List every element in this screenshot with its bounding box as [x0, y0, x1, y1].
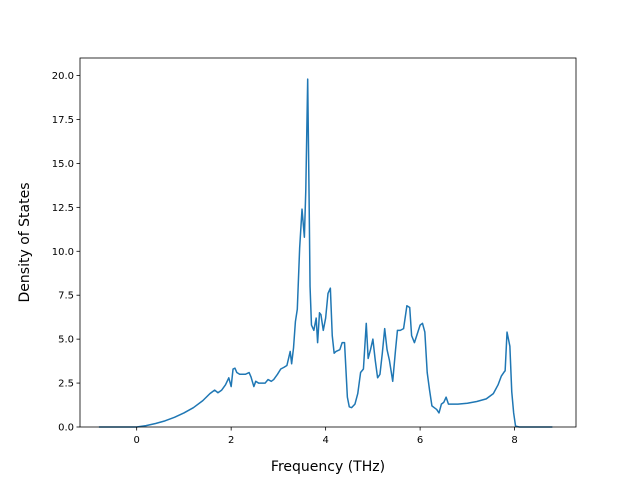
y-axis-label: Density of States: [17, 183, 33, 303]
y-tick-label: 0.0: [58, 423, 74, 434]
y-tick-label: 5.0: [58, 335, 74, 346]
x-tick-label: 0: [133, 435, 139, 446]
y-axis-ticks: 0.0 2.5 5.0 7.5 10.0 12.5 15.0 17.5 20.0: [52, 71, 80, 434]
x-tick-label: 6: [417, 435, 423, 446]
x-tick-label: 2: [228, 435, 234, 446]
dos-series-line: [98, 78, 553, 428]
y-tick-label: 7.5: [58, 291, 74, 302]
plot-area: [98, 78, 553, 428]
y-tick-label: 2.5: [58, 379, 74, 390]
y-tick-label: 20.0: [52, 71, 74, 82]
x-axis-ticks: 0 2 4 6 8: [133, 427, 518, 446]
x-axis-label: Frequency (THz): [271, 459, 385, 475]
x-tick-label: 8: [511, 435, 517, 446]
y-tick-label: 12.5: [52, 203, 74, 214]
x-tick-label: 4: [322, 435, 328, 446]
y-tick-label: 17.5: [52, 115, 74, 126]
plot-frame: [79, 57, 577, 428]
y-tick-label: 15.0: [52, 159, 74, 170]
y-tick-label: 10.0: [52, 247, 74, 258]
